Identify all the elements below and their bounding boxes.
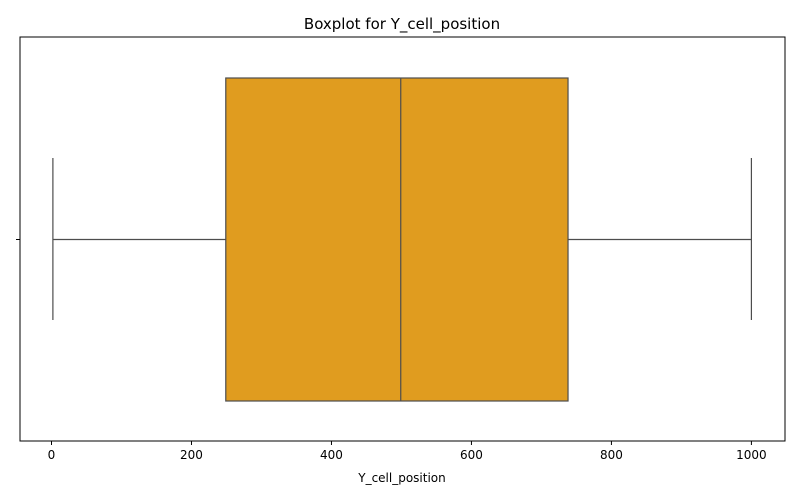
x-tick-label: 800 (600, 448, 623, 462)
x-tick-label: 200 (180, 448, 203, 462)
x-tick-label: 1000 (736, 448, 767, 462)
chart-title: Boxplot for Y_cell_position (304, 15, 500, 34)
x-tick-label: 400 (320, 448, 343, 462)
x-axis-ticks: 0 200 400 600 800 1000 (48, 441, 767, 462)
x-axis-label: Y_cell_position (357, 471, 446, 485)
iqr-box (225, 77, 569, 402)
plot-area (52, 77, 753, 402)
x-tick-label: 600 (460, 448, 483, 462)
x-tick-label: 0 (48, 448, 56, 462)
